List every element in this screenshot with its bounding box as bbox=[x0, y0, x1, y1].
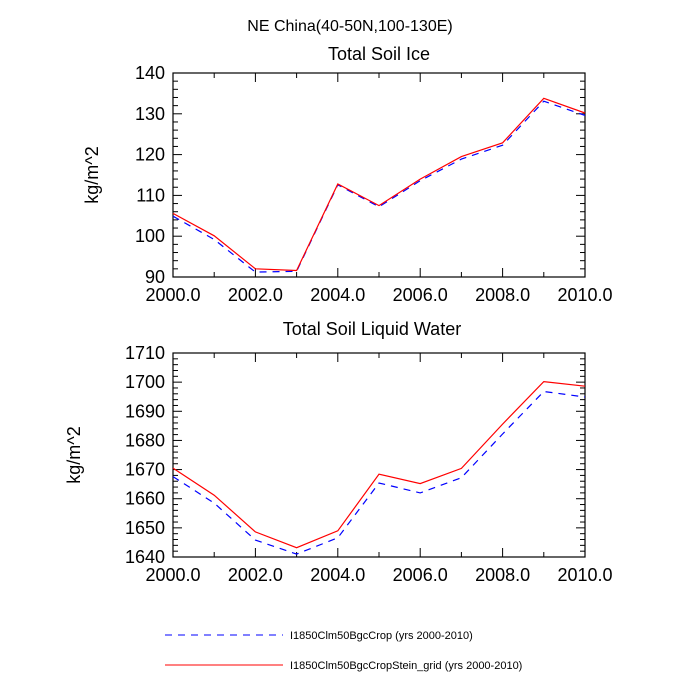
soil-liquid-water-ytick-label: 1680 bbox=[125, 430, 165, 450]
soil-ice-ytick-label: 100 bbox=[135, 226, 165, 246]
soil-ice-series-crop bbox=[172, 100, 586, 273]
soil-liquid-water-xtick-label: 2010.0 bbox=[557, 565, 612, 585]
soil-ice-ytick-label: 140 bbox=[135, 63, 165, 83]
soil-ice-ylabel: kg/m^2 bbox=[82, 146, 102, 203]
soil-ice-ytick-label: 110 bbox=[136, 185, 165, 205]
soil-liquid-water-ytick-label: 1660 bbox=[125, 489, 165, 509]
soil-ice-title: Total Soil Ice bbox=[328, 44, 430, 64]
soil-ice-xtick-label: 2008.0 bbox=[475, 285, 530, 305]
soil-liquid-water-xtick-label: 2004.0 bbox=[310, 565, 365, 585]
soil-ice-series-crop-stein-grid bbox=[172, 97, 586, 272]
soil-liquid-water-panel: Total Soil Liquid Water kg/m^2 2000.0 200… bbox=[64, 319, 613, 585]
soil-liquid-water-xtick-label: 2008.0 bbox=[475, 565, 530, 585]
soil-liquid-water-series-crop-stein-grid bbox=[172, 380, 586, 549]
soil-liquid-water-xtick-label: 2006.0 bbox=[393, 565, 448, 585]
soil-liquid-water-title: Total Soil Liquid Water bbox=[283, 319, 461, 339]
soil-liquid-water-ytick-label: 1710 bbox=[125, 343, 165, 363]
soil-ice-ytick-label: 120 bbox=[135, 145, 165, 165]
soil-liquid-water-ytick-label: 1670 bbox=[125, 460, 165, 480]
soil-ice-ytick-label: 130 bbox=[135, 104, 165, 124]
soil-ice-ytick-label: 90 bbox=[145, 267, 165, 287]
soil-ice-xtick-label: 2000.0 bbox=[145, 285, 200, 305]
figure-title: NE China(40-50N,100-130E) bbox=[247, 18, 452, 35]
soil-liquid-water-xtick-label: 2000.0 bbox=[145, 565, 200, 585]
legend-label-crop: I1850Clm50BgcCrop (yrs 2000-2010) bbox=[290, 630, 473, 642]
soil-ice-xtick-label: 2002.0 bbox=[228, 285, 283, 305]
soil-liquid-water-ylabel: kg/m^2 bbox=[64, 426, 84, 483]
soil-liquid-water-ytick-label: 1700 bbox=[125, 372, 165, 392]
legend-label-crop-stein-grid: I1850Clm50BgcCropStein_grid (yrs 2000-20… bbox=[290, 660, 522, 672]
soil-liquid-water-ytick-label: 1690 bbox=[125, 401, 165, 421]
soil-liquid-water-series-crop bbox=[172, 390, 586, 555]
soil-liquid-water-xtick-label: 2002.0 bbox=[228, 565, 283, 585]
legend: I1850Clm50BgcCrop (yrs 2000-2010) I1850C… bbox=[165, 630, 522, 672]
soil-ice-xtick-label: 2010.0 bbox=[557, 285, 612, 305]
soil-ice-xtick-label: 2006.0 bbox=[393, 285, 448, 305]
soil-liquid-water-plot-frame bbox=[172, 352, 586, 558]
soil-ice-plot-frame bbox=[172, 72, 586, 278]
soil-liquid-water-ytick-label: 1650 bbox=[125, 518, 165, 538]
soil-ice-panel: Total Soil Ice kg/m^2 2000.0 2002.0 2004.0… bbox=[82, 44, 613, 305]
soil-ice-xtick-label: 2004.0 bbox=[310, 285, 365, 305]
soil-liquid-water-ytick-label: 1640 bbox=[125, 547, 165, 567]
